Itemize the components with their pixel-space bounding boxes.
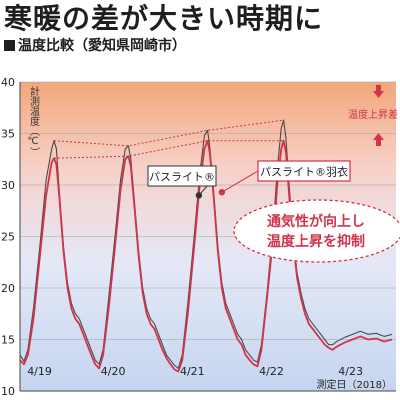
peak-guide-lines (54, 119, 284, 159)
callout-line-1: 通気性が向上し (267, 213, 365, 230)
chart-title-text: 温度比較（愛知県岡崎市） (18, 38, 186, 54)
peak-guide-upper (54, 119, 284, 147)
y-tick-15: 15 (1, 334, 15, 347)
arrow-up-stem (376, 139, 381, 146)
x-tick-labels: 4/19 4/20 4/21 4/22 4/23 (27, 365, 363, 378)
source-note: 測定日（2018） (317, 378, 392, 391)
legend-box-1 (147, 165, 217, 187)
peak-guide-lower (54, 140, 284, 159)
chart-title: 温度比較（愛知県岡崎市） (4, 37, 186, 55)
arrow-down-icon (373, 91, 384, 98)
y-tick-40: 40 (1, 76, 15, 89)
square-bullet-icon (4, 40, 15, 51)
arrow-down-stem (376, 85, 381, 92)
y-axis-label: 計測温度（℃） (27, 85, 39, 157)
y-tick-30: 30 (1, 179, 15, 192)
rise-difference-marker: 温度上昇差 (348, 85, 398, 146)
legend-leader-line-2 (221, 170, 259, 193)
legend-box-2 (257, 160, 351, 182)
x-tick-2: 4/20 (101, 365, 126, 378)
y-tick-25: 25 (1, 231, 15, 244)
x-tick-1: 4/19 (27, 365, 52, 378)
headline: 寒暖の差が大きい時期に (4, 2, 324, 35)
y-tick-35: 35 (1, 128, 15, 141)
callout-bubble: 通気性が向上し 温度上昇を抑制 (233, 199, 400, 263)
x-tick-5: 4/23 (338, 365, 363, 378)
y-tick-20: 20 (1, 282, 15, 295)
temperature-chart: 10 15 20 25 30 35 40 4/19 4/20 4/21 4/22 4/23 計測温度… (1, 76, 400, 398)
x-tick-3: 4/21 (180, 365, 205, 378)
y-tick-10: 10 (1, 385, 15, 398)
y-tick-labels: 10 15 20 25 30 35 40 (1, 76, 15, 398)
legend-dot-2 (218, 189, 226, 196)
legend-callouts: パスライト® パスライト®羽衣 (147, 160, 351, 199)
arrow-up-icon (373, 133, 384, 140)
legend-label-1: パスライト® (149, 171, 215, 184)
legend-label-2: パスライト®羽衣 (260, 165, 348, 179)
x-tick-4: 4/22 (259, 365, 284, 378)
rise-difference-label: 温度上昇差 (348, 108, 398, 121)
callout-line-2: 温度上昇を抑制 (267, 233, 365, 250)
callout-ellipse (233, 199, 400, 263)
legend-dot-1 (195, 192, 203, 199)
